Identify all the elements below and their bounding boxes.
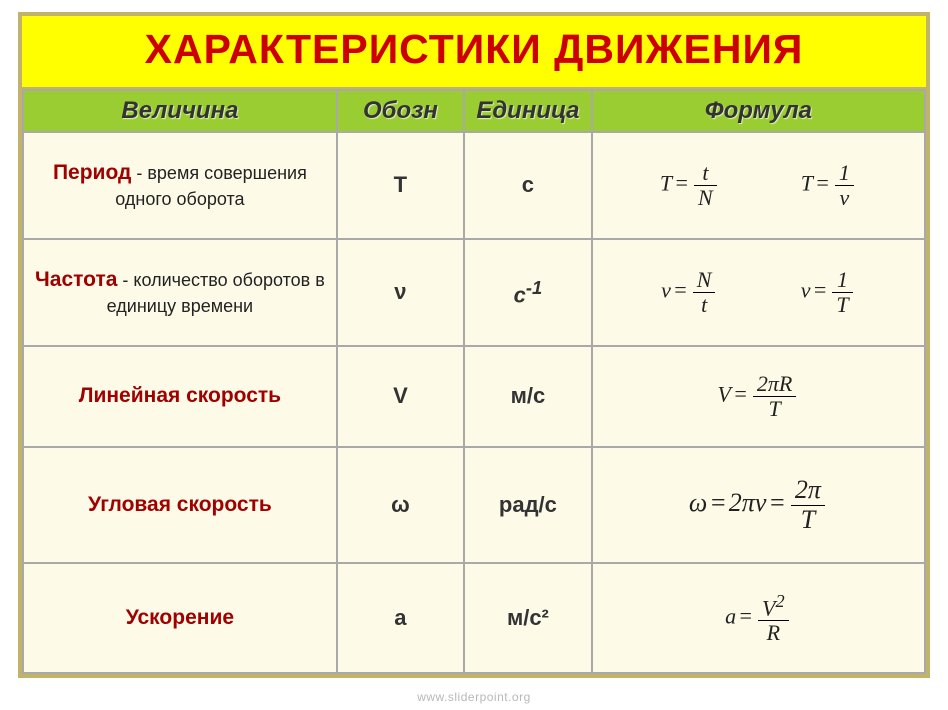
header-formula: Формула bbox=[592, 90, 925, 132]
symbol-cell: ν bbox=[337, 239, 464, 346]
quantity-desc: - количество оборотов в единицу времени bbox=[107, 270, 325, 316]
quantity-name: Линейная скорость bbox=[79, 384, 281, 407]
num: 1 bbox=[832, 268, 852, 293]
lhs: T bbox=[660, 170, 672, 195]
mid: 2πν bbox=[729, 488, 767, 517]
num: 2π bbox=[791, 476, 825, 506]
unit-cell: рад/с bbox=[464, 447, 592, 563]
quantity-cell: Частота - количество оборотов в единицу … bbox=[23, 239, 337, 346]
slide-frame: ХАРАКТЕРИСТИКИ ДВИЖЕНИЯ Величина Обозн Е… bbox=[18, 12, 930, 678]
unit-exp: -1 bbox=[526, 277, 542, 298]
num-base: V bbox=[762, 595, 775, 620]
formula-1: T=tN bbox=[660, 161, 720, 210]
table-header-row: Величина Обозн Единица Формула bbox=[23, 90, 925, 132]
table-row: Угловая скорость ω рад/с ω=2πν=2πT bbox=[23, 447, 925, 563]
den: ν bbox=[835, 186, 854, 210]
lhs: ω bbox=[689, 488, 707, 517]
quantity-name: Угловая скорость bbox=[88, 493, 272, 516]
footer-url: www.sliderpoint.org bbox=[0, 686, 948, 710]
symbol-cell: V bbox=[337, 346, 464, 448]
formula-1: ν=Nt bbox=[661, 268, 718, 317]
den: T bbox=[791, 506, 825, 535]
table-row: Период - время совершения одного оборота… bbox=[23, 132, 925, 239]
formula-cell: a=V2R bbox=[592, 563, 925, 673]
den: N bbox=[694, 186, 717, 210]
num: V2 bbox=[758, 591, 789, 622]
formula: V=2πRT bbox=[718, 372, 800, 421]
unit-cell: с-1 bbox=[464, 239, 592, 346]
quantity-name: Ускорение bbox=[126, 606, 234, 629]
quantity-name: Период bbox=[53, 161, 131, 184]
num: 2πR bbox=[753, 372, 796, 397]
quantity-cell: Период - время совершения одного оборота bbox=[23, 132, 337, 239]
num: 1 bbox=[835, 161, 854, 186]
unit-base: с bbox=[514, 282, 526, 307]
unit-cell: с bbox=[464, 132, 592, 239]
table-row: Частота - количество оборотов в единицу … bbox=[23, 239, 925, 346]
formula-cell: ν=Nt ν=1T bbox=[592, 239, 925, 346]
formula-2: T=1ν bbox=[801, 161, 857, 210]
num-exp: 2 bbox=[775, 591, 784, 611]
slide-title: ХАРАКТЕРИСТИКИ ДВИЖЕНИЯ bbox=[30, 26, 918, 73]
symbol-cell: ω bbox=[337, 447, 464, 563]
formula-cell: T=tN T=1ν bbox=[592, 132, 925, 239]
den: T bbox=[753, 397, 796, 421]
symbol-cell: T bbox=[337, 132, 464, 239]
unit-cell: м/с² bbox=[464, 563, 592, 673]
formula-2: ν=1T bbox=[801, 268, 856, 317]
formula: ω=2πν=2πT bbox=[689, 476, 828, 534]
lhs: a bbox=[725, 603, 736, 628]
quantity-cell: Ускорение bbox=[23, 563, 337, 673]
header-symbol: Обозн bbox=[337, 90, 464, 132]
characteristics-table: Величина Обозн Единица Формула Период - … bbox=[22, 89, 926, 674]
lhs: ν bbox=[661, 277, 671, 302]
den: R bbox=[758, 621, 789, 645]
table-row: Ускорение a м/с² a=V2R bbox=[23, 563, 925, 673]
quantity-name: Частота bbox=[35, 268, 117, 291]
den: T bbox=[832, 293, 852, 317]
lhs: T bbox=[801, 170, 813, 195]
table-row: Линейная скорость V м/с V=2πRT bbox=[23, 346, 925, 448]
quantity-cell: Угловая скорость bbox=[23, 447, 337, 563]
quantity-cell: Линейная скорость bbox=[23, 346, 337, 448]
den: t bbox=[693, 293, 716, 317]
header-unit: Единица bbox=[464, 90, 592, 132]
symbol-cell: a bbox=[337, 563, 464, 673]
num: t bbox=[694, 161, 717, 186]
title-bar: ХАРАКТЕРИСТИКИ ДВИЖЕНИЯ bbox=[22, 16, 926, 89]
num: N bbox=[693, 268, 716, 293]
formula-cell: V=2πRT bbox=[592, 346, 925, 448]
quantity-desc: - время совершения одного оборота bbox=[115, 163, 307, 209]
formula: a=V2R bbox=[725, 591, 791, 646]
header-quantity: Величина bbox=[23, 90, 337, 132]
formula-cell: ω=2πν=2πT bbox=[592, 447, 925, 563]
unit-cell: м/с bbox=[464, 346, 592, 448]
lhs: V bbox=[718, 381, 731, 406]
lhs: ν bbox=[801, 277, 811, 302]
